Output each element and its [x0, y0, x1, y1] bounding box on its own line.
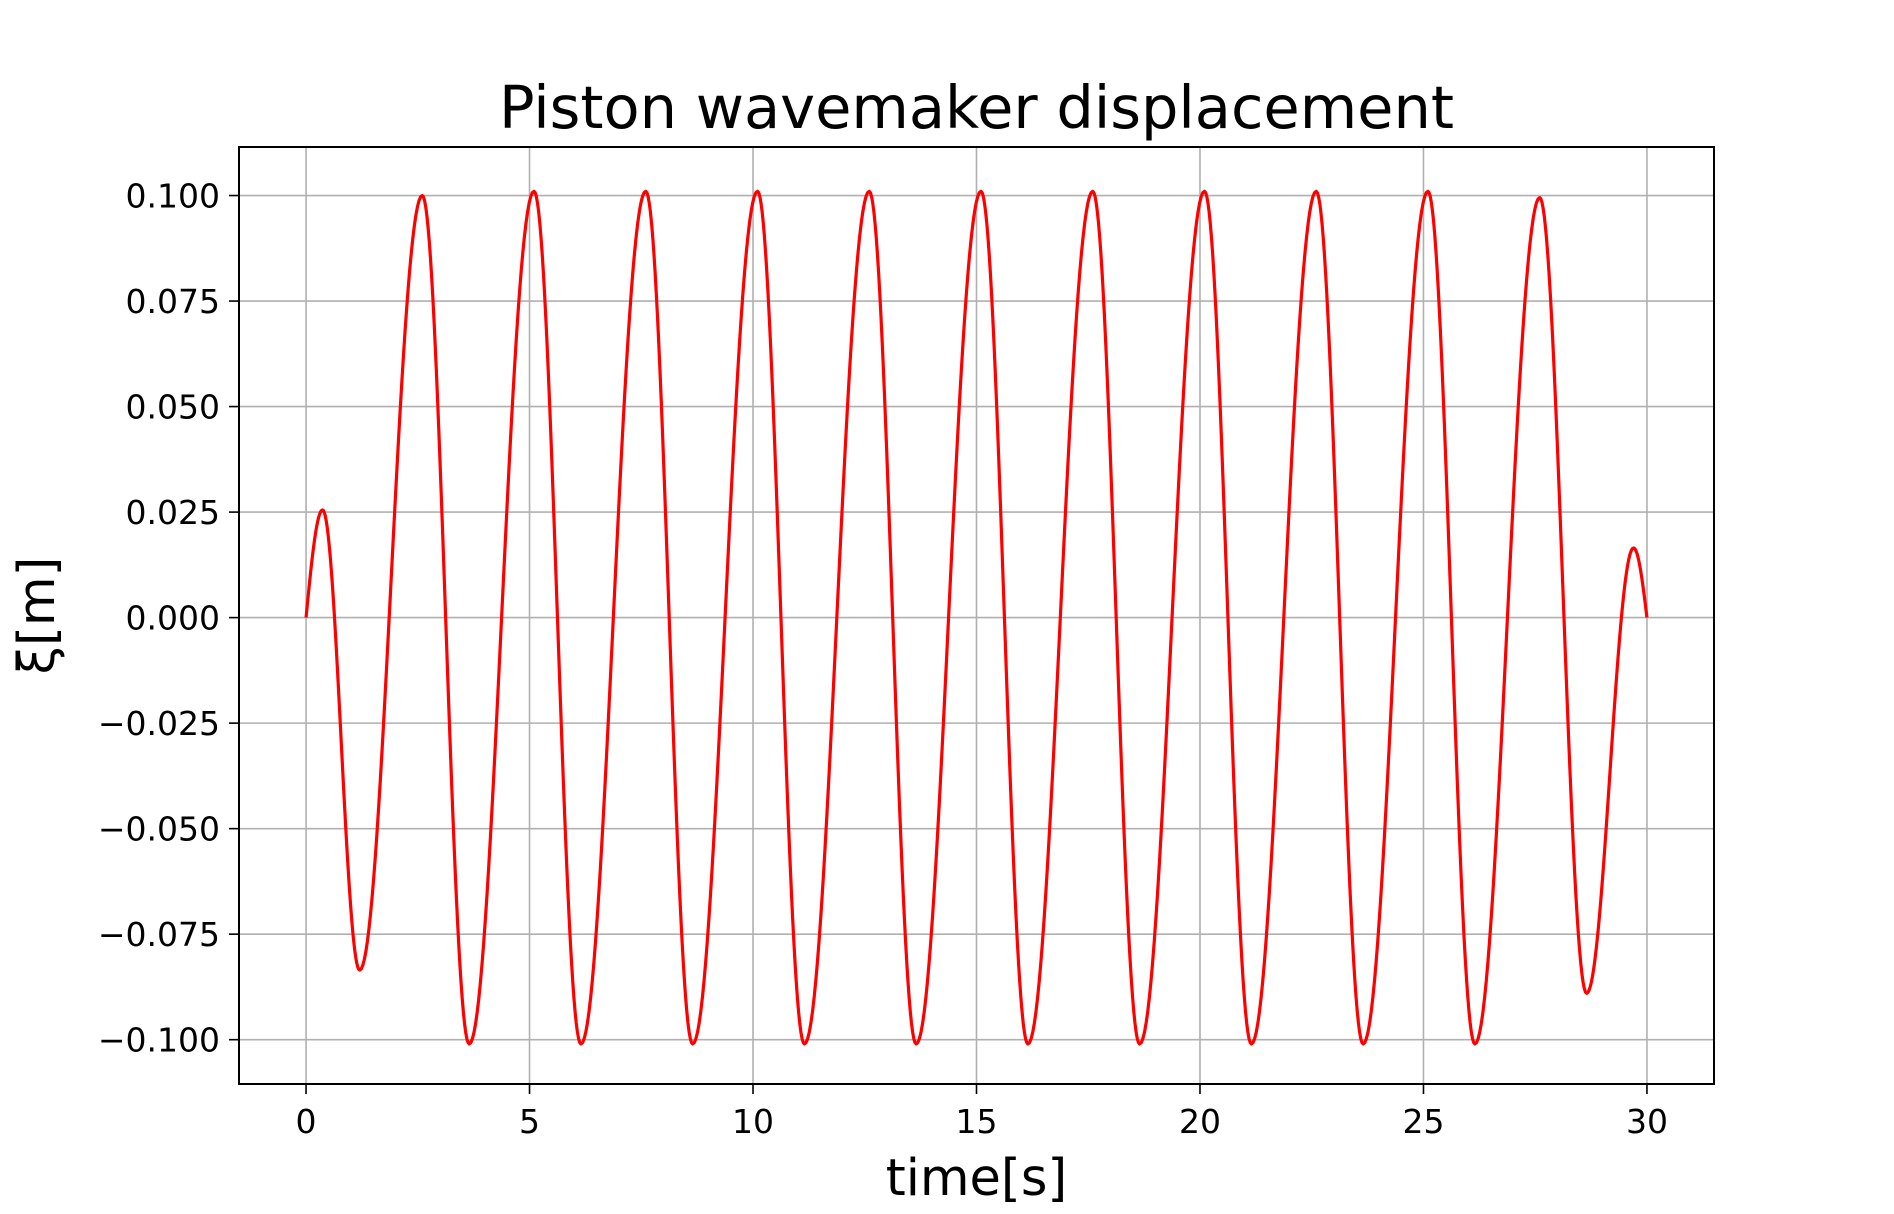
chart-title: Piston wavemaker displacement	[499, 73, 1454, 142]
y-tick-label: 0.050	[126, 388, 220, 427]
x-tick-label: 20	[1179, 1102, 1221, 1141]
x-axis-label: time[s]	[886, 1149, 1068, 1208]
x-tick-label: 25	[1402, 1102, 1444, 1141]
y-tick-label: −0.100	[98, 1021, 220, 1060]
series-line	[304, 189, 1649, 1046]
x-tick-label: 30	[1626, 1102, 1668, 1141]
x-tick-label: 15	[956, 1102, 998, 1141]
grid	[239, 147, 1714, 1084]
y-axis-label: ξ[m]	[8, 557, 67, 675]
y-tick-label: 0.000	[126, 599, 220, 638]
y-tick-label: 0.075	[126, 282, 220, 321]
y-tick-label: −0.075	[98, 915, 220, 954]
ticks: 0 5 10 15 20 25 30 0.100 0.075 0.050 0.025 0.000 −0.…	[98, 177, 1668, 1141]
plot-area	[304, 189, 1649, 1046]
y-tick-label: −0.025	[98, 704, 220, 743]
x-tick-label: 0	[296, 1102, 317, 1141]
x-tick-label: 5	[519, 1102, 540, 1141]
y-tick-label: 0.025	[126, 493, 220, 532]
y-tick-label: −0.050	[98, 810, 220, 849]
x-tick-label: 10	[732, 1102, 774, 1141]
y-tick-label: 0.100	[126, 177, 220, 216]
